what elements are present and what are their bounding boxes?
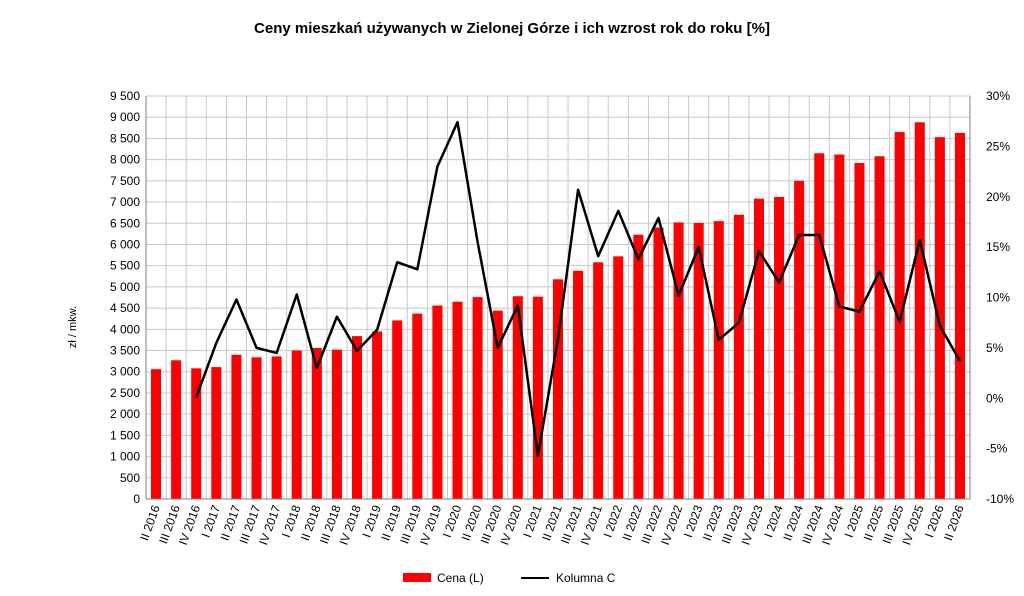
bar bbox=[573, 270, 584, 499]
y-axis-label: zł / mkw. bbox=[67, 306, 79, 348]
bar bbox=[934, 137, 945, 499]
chart-title: Ceny mieszkań używanych w Zielonej Górze… bbox=[254, 20, 770, 37]
y-left-tick-label: 8 500 bbox=[110, 131, 140, 145]
bar bbox=[854, 163, 865, 499]
y-right-tick-label: -10% bbox=[986, 492, 1014, 506]
bar bbox=[713, 221, 724, 500]
y-left-tick-label: 9 000 bbox=[110, 110, 140, 124]
bar bbox=[552, 279, 564, 499]
bar bbox=[894, 132, 905, 499]
y-left-tick-label: 5 500 bbox=[110, 259, 140, 273]
bar bbox=[914, 122, 925, 499]
bar bbox=[613, 256, 624, 499]
y-left-tick-label: 6 500 bbox=[110, 216, 140, 230]
line-series-kolumna-c bbox=[195, 120, 962, 457]
y-left-tick-label: 5 000 bbox=[110, 280, 140, 294]
y-right-tick-label: 15% bbox=[986, 240, 1010, 254]
bar bbox=[814, 153, 825, 499]
legend-label-kolumna-c: Kolumna C bbox=[556, 571, 616, 585]
bar bbox=[794, 180, 805, 499]
y-left-tick-label: 2 000 bbox=[110, 407, 140, 421]
bar bbox=[231, 354, 242, 499]
y-left-tick-label: 1 500 bbox=[110, 428, 140, 442]
bar bbox=[191, 368, 202, 499]
y-left-tick-label: 500 bbox=[120, 471, 140, 485]
y-right-tick-label: 0% bbox=[986, 391, 1004, 405]
y-right-tick-label: 20% bbox=[986, 190, 1010, 204]
y-left-tick-label: 0 bbox=[133, 492, 140, 506]
y-left-tick-label: 3 500 bbox=[110, 344, 140, 358]
bar bbox=[673, 222, 684, 499]
bar bbox=[352, 336, 363, 499]
bar bbox=[291, 350, 302, 499]
bar bbox=[211, 367, 222, 499]
bar bbox=[472, 297, 483, 499]
bar bbox=[412, 313, 423, 499]
bar bbox=[653, 227, 664, 500]
legend-label-cena: Cena (L) bbox=[437, 571, 484, 585]
bar bbox=[151, 369, 162, 499]
bar bbox=[733, 214, 744, 500]
y-right-tick-label: 25% bbox=[986, 139, 1010, 153]
y-right-tick-label: 30% bbox=[986, 89, 1010, 103]
bar bbox=[271, 356, 282, 499]
legend-swatch-cena bbox=[403, 573, 431, 582]
bar bbox=[392, 320, 403, 499]
y-left-tick-label: 7 500 bbox=[110, 174, 140, 188]
y-right-tick-label: 5% bbox=[986, 341, 1004, 355]
y-left-tick-label: 2 500 bbox=[110, 386, 140, 400]
bar bbox=[753, 198, 764, 500]
y-left-tick-label: 7 000 bbox=[110, 195, 140, 209]
bar bbox=[593, 262, 604, 499]
bar bbox=[432, 305, 443, 499]
y-left-tick-label: 8 000 bbox=[110, 153, 140, 167]
bar bbox=[372, 331, 383, 499]
bar bbox=[512, 296, 523, 499]
bar bbox=[331, 349, 342, 499]
y-left-tick-label: 4 500 bbox=[110, 301, 140, 315]
bar bbox=[774, 196, 785, 500]
bar bbox=[311, 347, 322, 499]
bar bbox=[834, 154, 845, 499]
bar bbox=[251, 357, 262, 499]
y-left-tick-label: 9 500 bbox=[110, 89, 140, 103]
y-left-tick-label: 3 000 bbox=[110, 365, 140, 379]
y-right-tick-label: 10% bbox=[986, 291, 1010, 305]
bar bbox=[452, 301, 463, 499]
bar bbox=[954, 132, 965, 499]
bar bbox=[492, 310, 503, 499]
y-left-tick-label: 1 000 bbox=[110, 450, 140, 464]
bar bbox=[633, 234, 644, 499]
y-right-tick-label: -5% bbox=[986, 442, 1008, 456]
y-left-tick-label: 4 000 bbox=[110, 322, 140, 336]
bar bbox=[532, 296, 543, 499]
bar bbox=[693, 222, 704, 500]
bar bbox=[874, 156, 885, 499]
bar bbox=[171, 360, 182, 499]
y-left-tick-label: 6 000 bbox=[110, 237, 140, 251]
